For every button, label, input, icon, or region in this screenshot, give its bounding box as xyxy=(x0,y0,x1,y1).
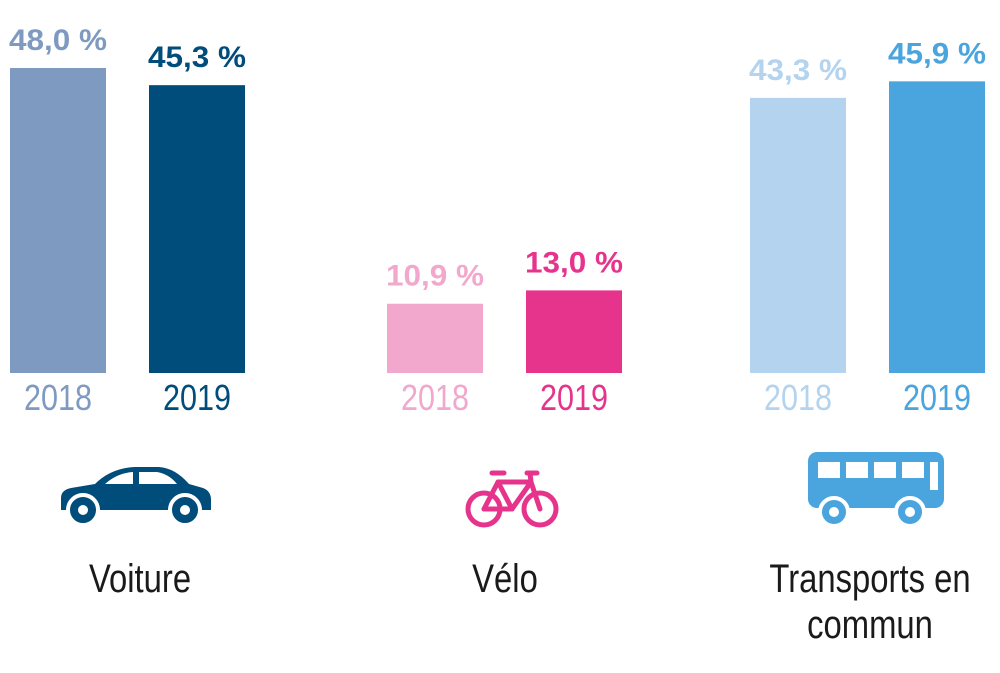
bus-icon xyxy=(808,452,944,528)
bars-layer: 48,0 % 2018 45,3 % 2019 10,9 % 2018 13,0 % 2019… xyxy=(9,24,986,418)
value-label-transports-en-commun-2018: 43,3 % xyxy=(749,54,847,87)
value-label-velo-2018: 10,9 % xyxy=(386,260,484,293)
year-label-voiture-2018: 2018 xyxy=(24,377,92,418)
bar-transports-en-commun-2018 xyxy=(750,97,846,374)
bar-voiture-2019 xyxy=(149,85,245,373)
bar-voiture-2018 xyxy=(10,68,106,374)
value-label-transports-en-commun-2019: 45,9 % xyxy=(888,37,986,70)
bar-velo-2018 xyxy=(387,303,483,373)
bar-transports-en-commun-2019 xyxy=(889,81,985,373)
value-label-voiture-2018: 48,0 % xyxy=(9,24,107,57)
category-label-transports-en-commun: Transports en commun xyxy=(769,557,971,647)
bicycle-icon xyxy=(465,470,559,528)
year-label-transports-en-commun-2018: 2018 xyxy=(764,377,832,418)
value-label-velo-2019: 13,0 % xyxy=(525,246,623,279)
year-label-voiture-2019: 2019 xyxy=(163,377,231,418)
year-label-velo-2019: 2019 xyxy=(540,377,608,418)
value-label-voiture-2019: 45,3 % xyxy=(148,41,246,74)
category-label-voiture: Voiture xyxy=(88,557,192,601)
year-label-transports-en-commun-2019: 2019 xyxy=(903,377,971,418)
category-label-velo: Vélo xyxy=(472,557,538,601)
car-icon xyxy=(61,467,211,527)
year-label-velo-2018: 2018 xyxy=(401,377,469,418)
bar-velo-2019 xyxy=(526,290,622,373)
